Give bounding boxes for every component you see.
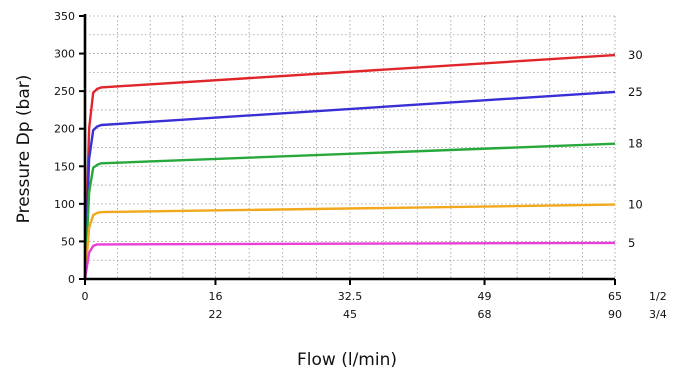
x-tick-labels: 0 16 22 32.5 45 49 68 65 90 1/2 3/4 xyxy=(82,290,667,321)
series-curve-5 xyxy=(83,241,616,280)
y-axis-title: Pressure Dp (bar) xyxy=(14,75,34,224)
x-tick-label-row2: 22 xyxy=(208,308,222,321)
y-tick-label: 200 xyxy=(54,123,75,136)
x-tick-label: 0 xyxy=(82,290,89,303)
series-curve-18 xyxy=(83,142,616,280)
y-tick-label: 100 xyxy=(54,198,75,211)
x-tick-label: 32.5 xyxy=(338,290,363,303)
series-labels: 30 25 18 10 5 xyxy=(628,48,643,250)
y-tick-label: 150 xyxy=(54,160,75,173)
x-tick-label: 65 xyxy=(608,290,622,303)
series-curve-10 xyxy=(83,203,616,280)
x-tick-label-row2: 68 xyxy=(478,308,492,321)
x-tick-label-row2: 45 xyxy=(343,308,357,321)
series-label-25: 25 xyxy=(628,85,643,99)
grid xyxy=(85,15,616,279)
x-axis-title: Flow (l/min) xyxy=(297,350,397,370)
series-label-5: 5 xyxy=(628,236,635,250)
axes xyxy=(79,14,616,285)
x-tick-label: 16 xyxy=(208,290,222,303)
series-curve-30 xyxy=(83,53,616,280)
y-tick-labels: 0 50 100 150 200 250 300 350 xyxy=(54,10,75,286)
y-tick-label: 50 xyxy=(61,235,75,248)
y-tick-label: 250 xyxy=(54,85,75,98)
x-row-label-2: 3/4 xyxy=(649,308,667,321)
y-tick-label: 0 xyxy=(68,273,75,286)
y-tick-label: 300 xyxy=(54,48,75,61)
x-tick-label-row2: 90 xyxy=(608,308,622,321)
series-curve-25 xyxy=(83,90,616,280)
series-curves xyxy=(83,53,616,280)
series-label-30: 30 xyxy=(628,48,643,62)
y-tick-label: 350 xyxy=(54,10,75,23)
series-label-18: 18 xyxy=(628,137,643,151)
x-row-label-1: 1/2 xyxy=(649,290,667,303)
series-label-10: 10 xyxy=(628,198,643,212)
x-tick-label: 49 xyxy=(478,290,492,303)
